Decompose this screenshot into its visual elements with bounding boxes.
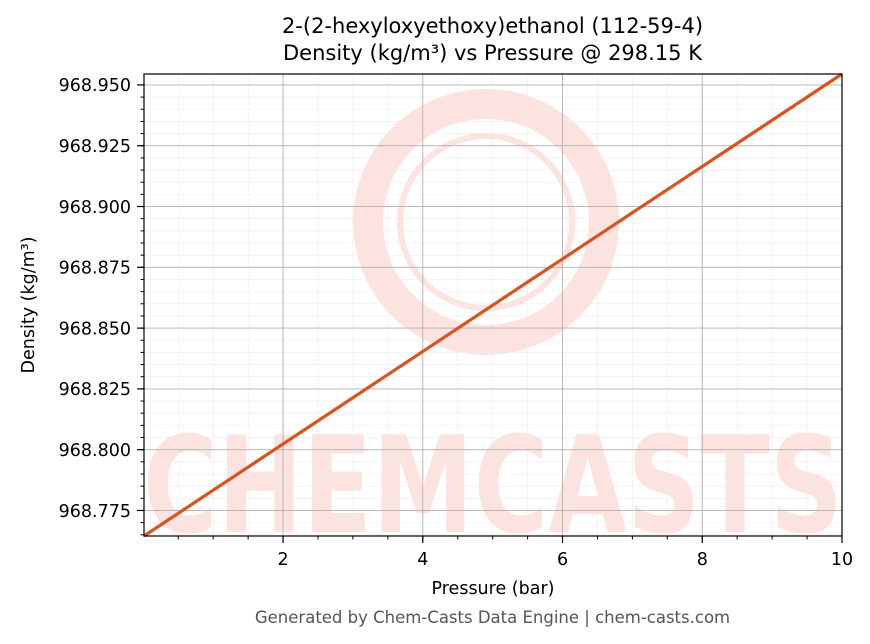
y-tick-label: 968.800 (59, 441, 131, 461)
y-tick-label: 968.850 (59, 319, 131, 339)
y-tick-label: 968.925 (59, 137, 131, 157)
y-tick-label: 968.900 (59, 198, 131, 218)
y-tick-label: 968.775 (59, 502, 131, 522)
watermark-inner-ring (397, 133, 575, 311)
ticks: 2 4 6 8 10 968.775 968.800 968.825 968.850 968.87… (59, 76, 854, 570)
x-tick-label: 2 (277, 550, 288, 570)
density-line (143, 72, 843, 538)
chart-title: 2-(2-hexyloxyethoxy)ethanol (112-59-4) (281, 14, 704, 38)
footer-credit: Generated by Chem-Casts Data Engine | ch… (254, 608, 731, 627)
grid (144, 74, 843, 536)
x-tick-label: 10 (831, 550, 853, 570)
x-tick-label: 6 (557, 550, 568, 570)
x-tick-label: 4 (417, 550, 428, 570)
watermark-ring (353, 89, 619, 355)
y-axis-label: Density (kg/m³) (19, 237, 39, 374)
chart-subtitle: Density (kg/m³) vs Pressure @ 298.15 K (282, 41, 702, 65)
y-tick-label: 968.825 (59, 380, 131, 400)
y-tick-label: 968.875 (59, 259, 131, 279)
x-tick-label: 8 (697, 550, 708, 570)
series-layer (143, 72, 843, 538)
y-tick-label: 968.950 (59, 76, 131, 96)
x-axis-label: Pressure (bar) (432, 579, 555, 599)
